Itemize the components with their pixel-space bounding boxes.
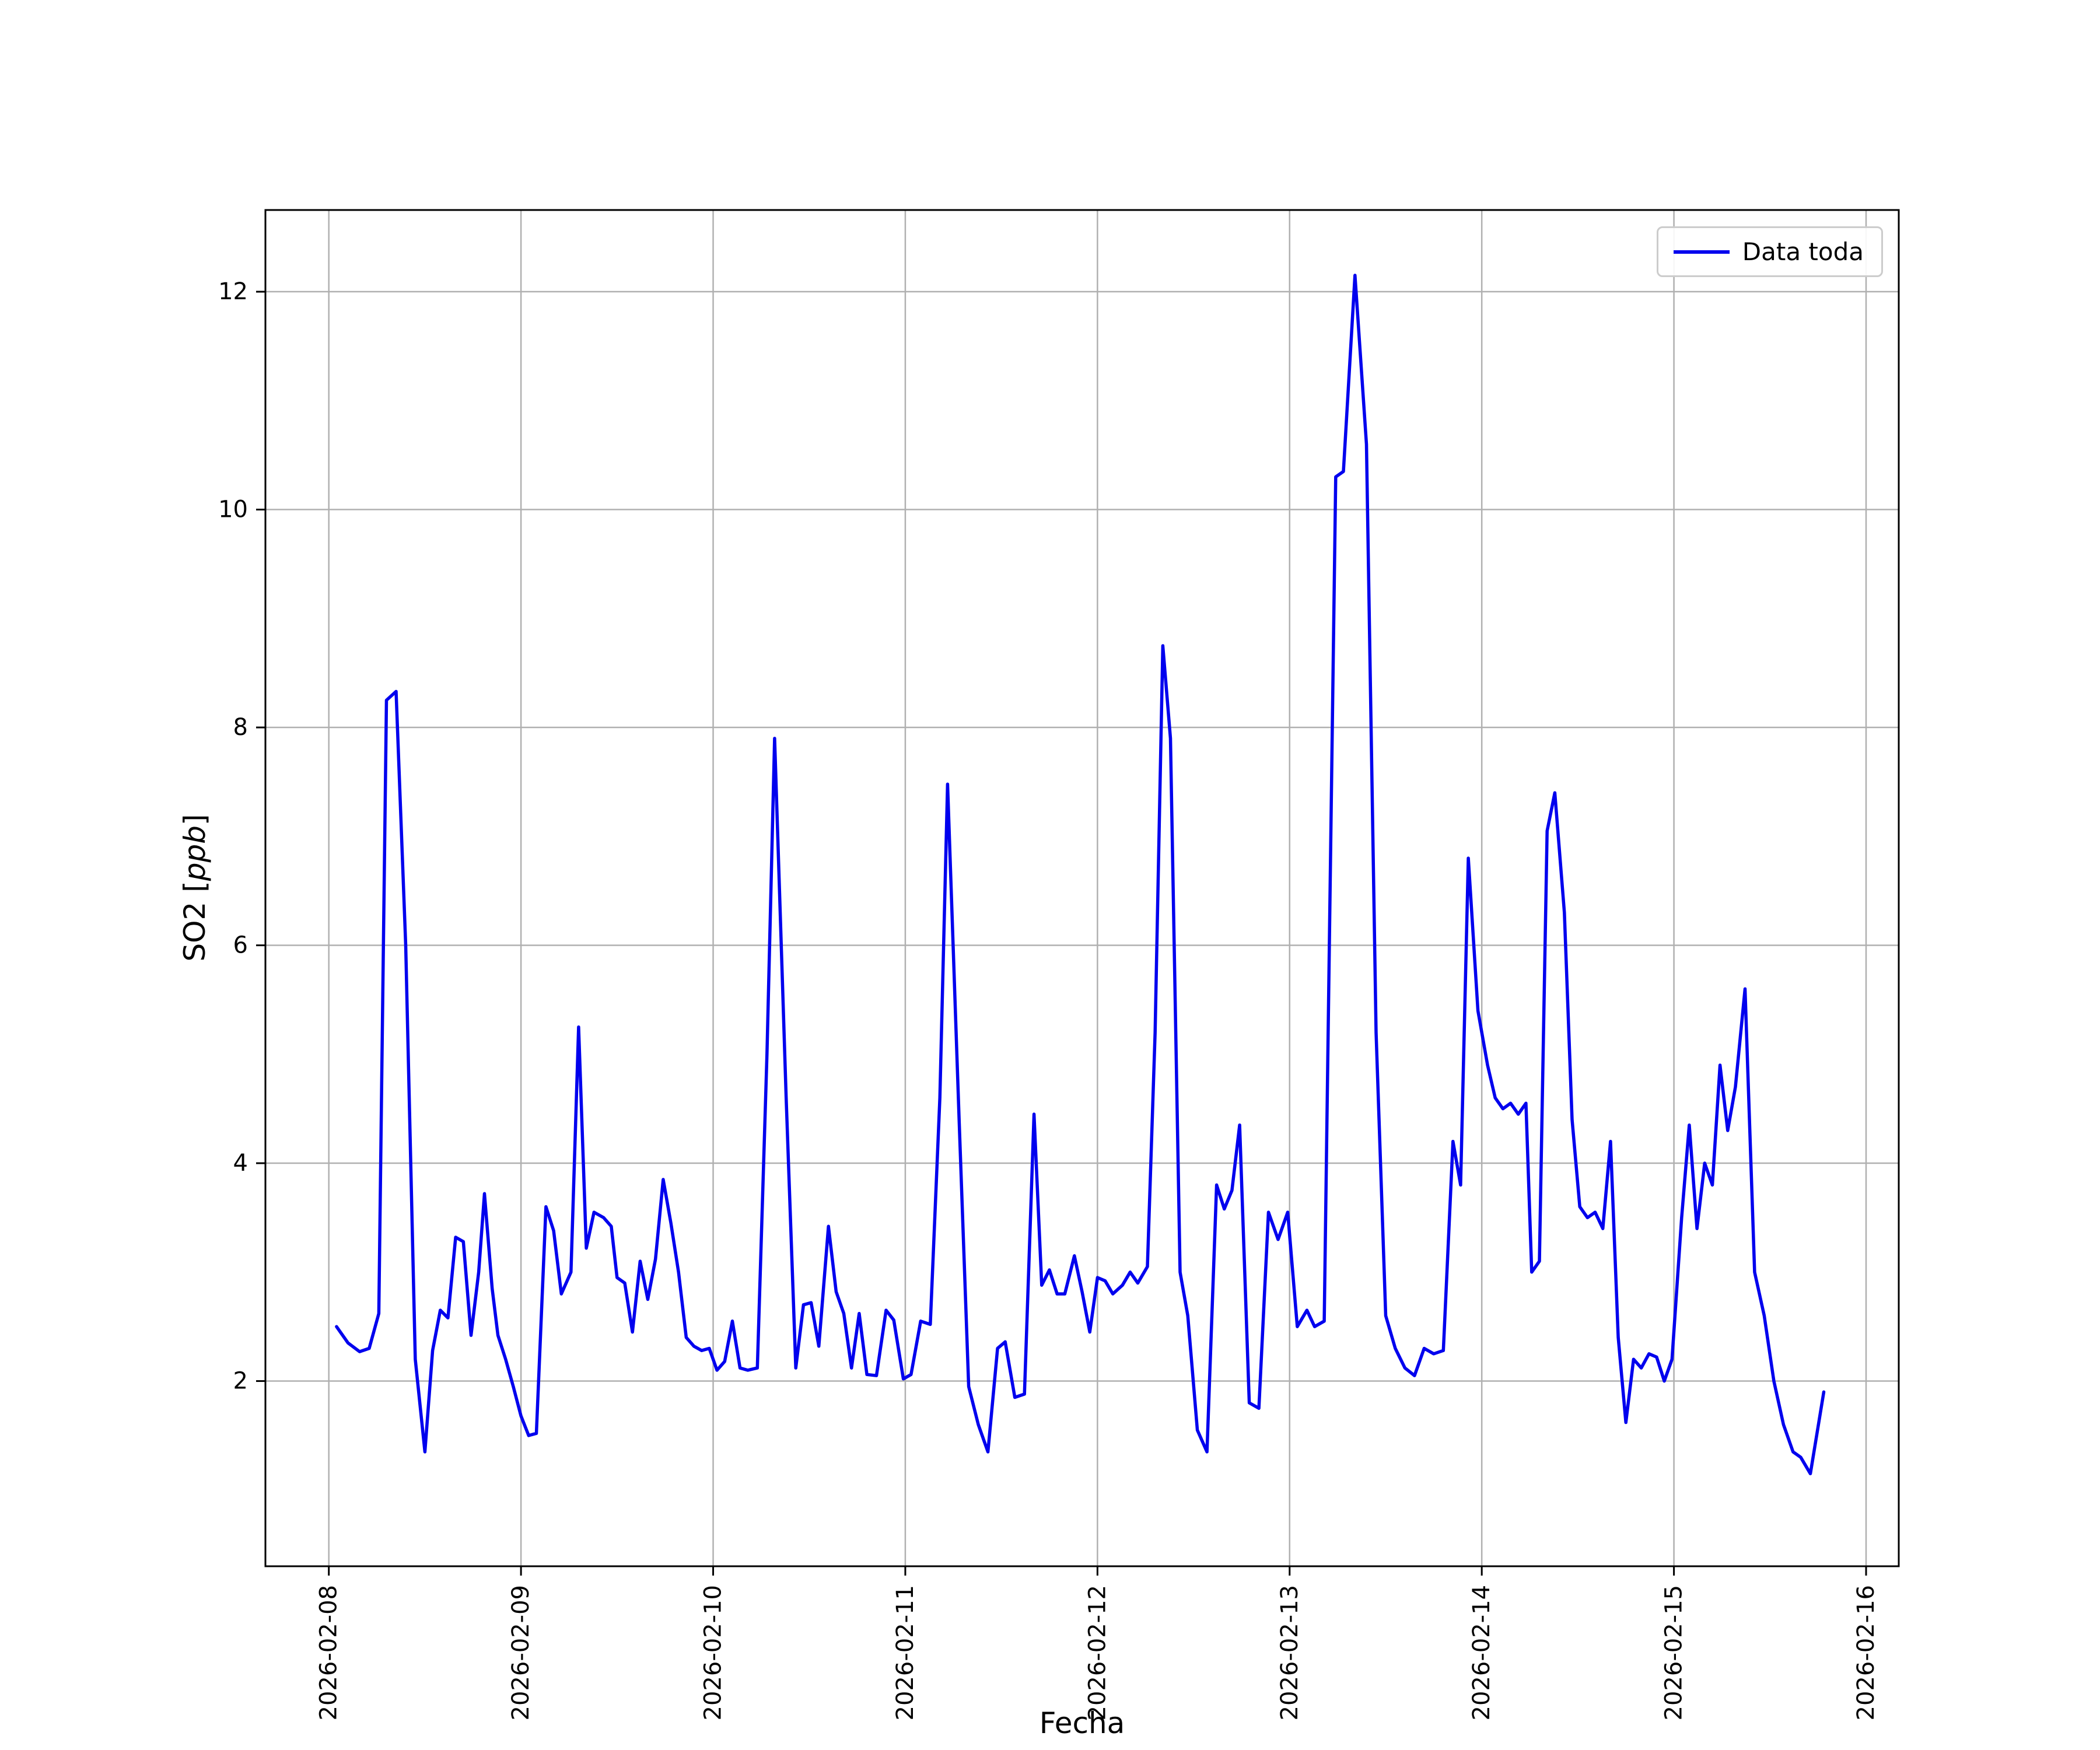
y-axis-label-prefix: SO2 [: [178, 881, 212, 962]
svg-text:12: 12: [218, 278, 248, 305]
y-axis-label: SO2 [ppb]: [178, 754, 213, 1022]
svg-text:2026-02-14: 2026-02-14: [1468, 1585, 1495, 1720]
y-axis-label-unit: ppb: [178, 825, 212, 881]
svg-text:2: 2: [233, 1368, 248, 1395]
svg-text:4: 4: [233, 1150, 248, 1177]
svg-text:2026-02-10: 2026-02-10: [700, 1585, 727, 1720]
legend-line-sample: [1673, 250, 1730, 254]
svg-text:2026-02-11: 2026-02-11: [892, 1585, 919, 1720]
legend-label: Data toda: [1742, 237, 1864, 266]
svg-text:10: 10: [218, 496, 248, 523]
legend: Data toda: [1656, 226, 1883, 277]
svg-text:2026-02-12: 2026-02-12: [1084, 1585, 1111, 1720]
svg-text:2026-02-08: 2026-02-08: [316, 1585, 342, 1720]
svg-text:2026-02-09: 2026-02-09: [508, 1585, 534, 1720]
svg-text:8: 8: [233, 714, 248, 741]
svg-text:2026-02-16: 2026-02-16: [1853, 1585, 1880, 1720]
x-axis-label: Fecha: [1039, 1706, 1125, 1740]
svg-text:6: 6: [233, 932, 248, 959]
svg-text:2026-02-13: 2026-02-13: [1276, 1585, 1303, 1720]
y-axis-label-suffix: ]: [178, 814, 212, 825]
svg-text:2026-02-15: 2026-02-15: [1661, 1585, 1688, 1720]
